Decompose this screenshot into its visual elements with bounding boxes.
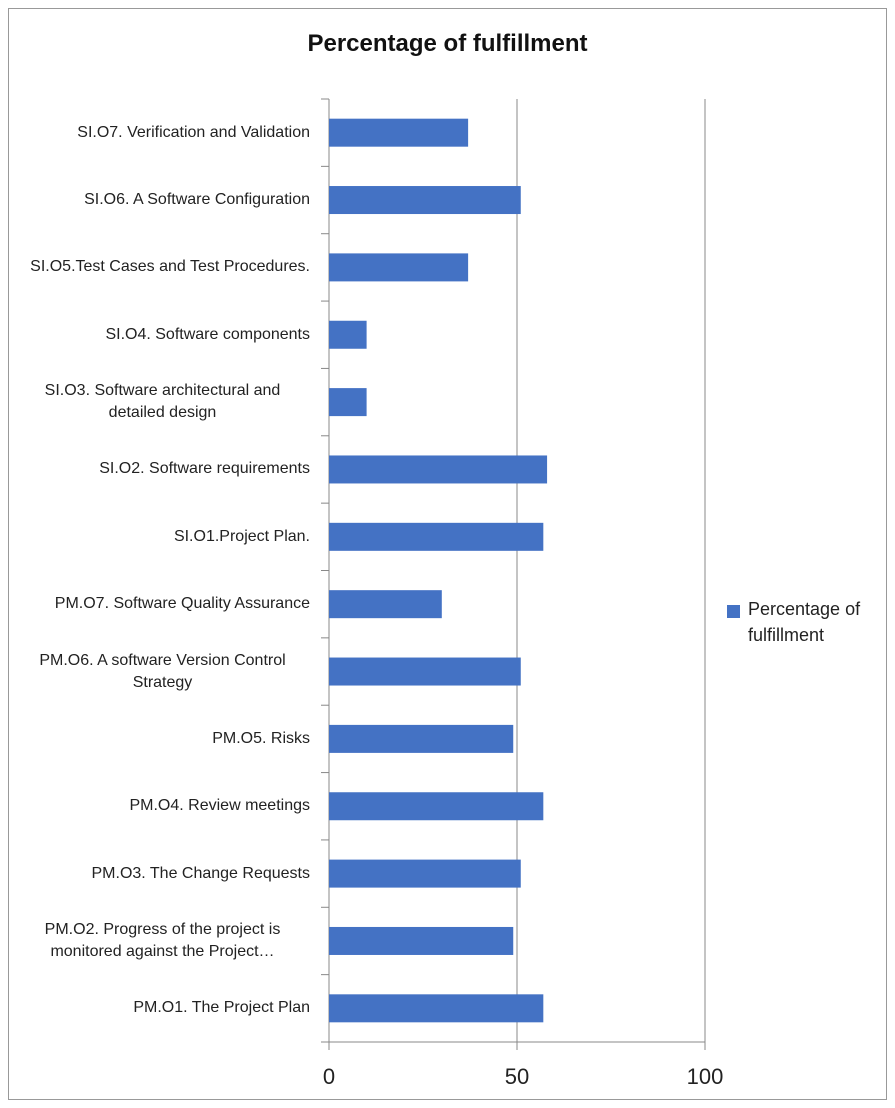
bar (329, 657, 521, 686)
y-tick-label: SI.O7. Verification and Validation (10, 122, 310, 144)
y-tick-label: PM.O3. The Change Requests (10, 863, 311, 885)
y-tick-label: SI.O4. Software components (10, 324, 310, 346)
y-tick-label-text: SI.O7. Verification and Validation (77, 123, 310, 141)
bar (329, 859, 521, 888)
legend-swatch (727, 605, 740, 618)
bar (329, 522, 544, 551)
y-tick-label: SI.O5.Test Cases and Test Procedures. (10, 256, 310, 278)
bar (329, 792, 544, 821)
y-tick-label: SI.O3. Software architectural and detail… (10, 380, 310, 424)
y-tick-label-text: PM.O1. The Project Plan (133, 999, 310, 1017)
y-tick-label: PM.O5. Risks (10, 728, 310, 750)
y-tick-label: PM.O2. Progress of the project is monito… (10, 919, 310, 963)
y-tick-label-text: PM.O2. Progress of the project is monito… (44, 920, 281, 960)
x-tick-label: 50 (504, 1064, 530, 1089)
y-tick-label: SI.O2. Software requirements (10, 458, 310, 480)
bar (329, 186, 521, 215)
legend-label: Percentage of fulfillment (748, 599, 861, 645)
chart-title: Percentage of fulfillment (307, 30, 588, 57)
bar (329, 724, 514, 753)
chart-border (8, 8, 887, 1100)
x-tick-label: 0 (322, 1064, 336, 1089)
y-tick-label: PM.O4. Review meetings (10, 795, 310, 817)
y-tick-label-text: SI.O1.Project Plan. (173, 527, 310, 545)
y-tick-label-text: PM.O5. Risks (212, 729, 310, 747)
y-tick-label-text: SI.O3. Software architectural and detail… (44, 382, 281, 422)
bar (329, 320, 367, 349)
bar (329, 590, 442, 619)
y-tick-label-text: PM.O7. Software Quality Assurance (54, 595, 310, 613)
bar (329, 388, 367, 417)
y-tick-label: SI.O6. A Software Configuration (10, 189, 310, 211)
bar (329, 994, 544, 1023)
y-tick-label: PM.O1. The Project Plan (10, 997, 310, 1019)
x-tick-label: 100 (686, 1064, 724, 1089)
y-tick-label-text: SI.O6. A Software Configuration (84, 191, 310, 209)
y-tick-label-text: PM.O4. Review meetings (129, 797, 310, 815)
y-tick-label: PM.O6. A software Version Control Strate… (10, 650, 310, 694)
y-tick-label-text: SI.O5.Test Cases and Test Procedures. (30, 258, 310, 276)
y-tick-label-text: PM.O6. A software Version Control Strate… (39, 651, 286, 691)
bar (329, 455, 548, 484)
bar (329, 253, 469, 282)
y-tick-label: SI.O1.Project Plan. (10, 526, 310, 548)
bar (329, 926, 514, 955)
bar (329, 118, 469, 147)
legend: Percentage of fulfillment (727, 596, 877, 648)
y-tick-label-text: SI.O2. Software requirements (99, 460, 310, 478)
y-tick-label: PM.O7. Software Quality Assurance (10, 593, 310, 615)
y-tick-label-text: PM.O3. The Change Requests (91, 864, 311, 882)
y-tick-label-text: SI.O4. Software components (105, 325, 310, 343)
